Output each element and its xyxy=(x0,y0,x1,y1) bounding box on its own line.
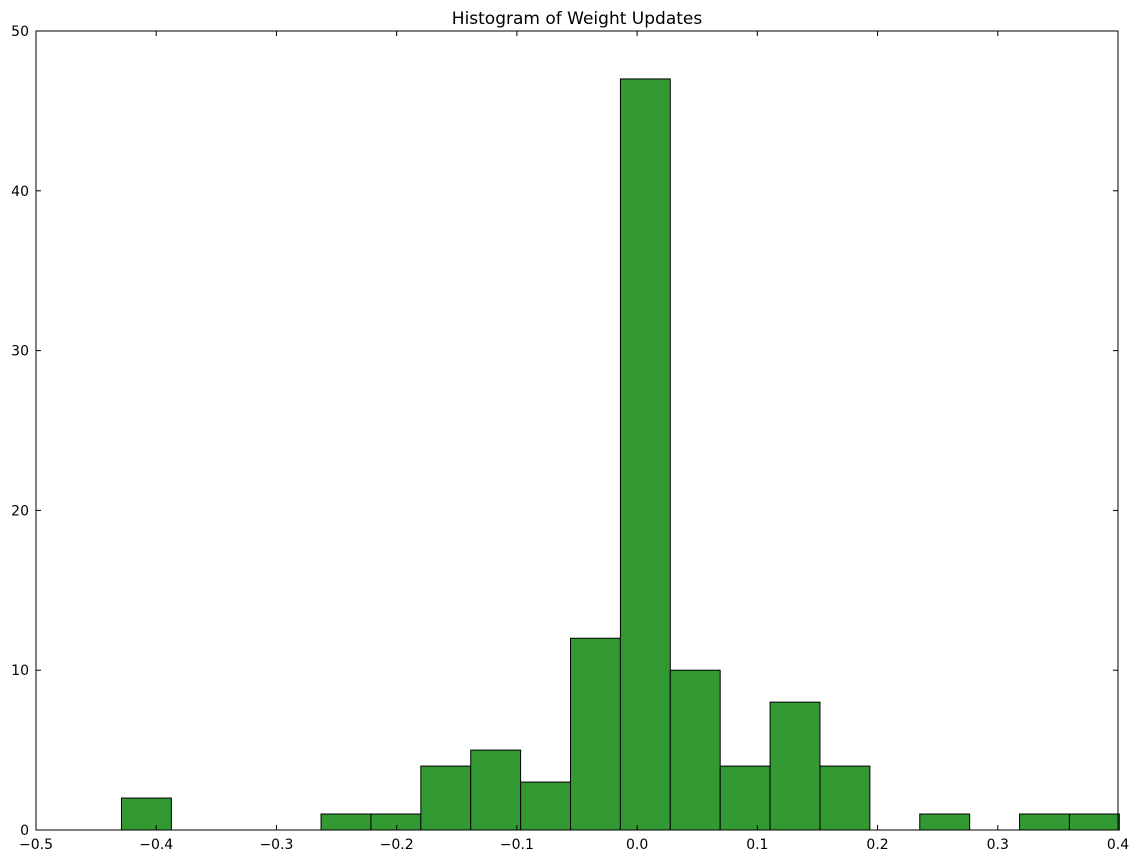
x-tick-label: 0.2 xyxy=(866,837,888,853)
y-tick-label: 20 xyxy=(11,503,29,519)
y-tick-label: 0 xyxy=(20,823,29,839)
y-tick-label: 30 xyxy=(11,344,29,360)
histogram-bar xyxy=(719,765,771,831)
histogram-bar xyxy=(1019,813,1070,831)
y-tick-label: 10 xyxy=(11,663,29,679)
ticks-group xyxy=(35,30,1119,831)
y-tick-label: 50 xyxy=(11,24,29,40)
x-tick-label: −0.4 xyxy=(139,837,173,853)
histogram-bar xyxy=(919,813,971,831)
x-tick-label: 0.0 xyxy=(626,837,648,853)
histogram-bar xyxy=(370,813,422,831)
histogram-bar xyxy=(320,813,372,831)
histogram-bar xyxy=(520,781,572,831)
x-tick-label: −0.5 xyxy=(19,837,53,853)
x-tick-label: 0.4 xyxy=(1107,837,1129,853)
y-tick-label: 40 xyxy=(11,184,29,200)
histogram-bar xyxy=(1068,813,1120,831)
chart-title: Histogram of Weight Updates xyxy=(452,9,703,29)
histogram-bar xyxy=(819,765,871,831)
x-tick-label: 0.1 xyxy=(746,837,768,853)
x-tick-label: −0.2 xyxy=(380,837,414,853)
histogram-bar xyxy=(669,669,721,831)
histogram-bar xyxy=(769,701,821,831)
x-tick-label: 0.3 xyxy=(987,837,1009,853)
histogram-bar xyxy=(420,765,472,831)
histogram-bar xyxy=(570,637,621,831)
bars-group xyxy=(120,78,1120,831)
histogram-bar xyxy=(470,749,522,831)
histogram-bar xyxy=(619,78,671,831)
tick-labels-group: −0.5 −0.4 −0.3 −0.2 −0.1 0.0 0.1 0.2 0.3 0.4 0 10 20… xyxy=(11,24,1129,853)
plot-frame xyxy=(35,30,1119,831)
x-tick-label: −0.3 xyxy=(259,837,293,853)
histogram-bar xyxy=(120,797,172,831)
x-tick-label: −0.1 xyxy=(500,837,534,853)
